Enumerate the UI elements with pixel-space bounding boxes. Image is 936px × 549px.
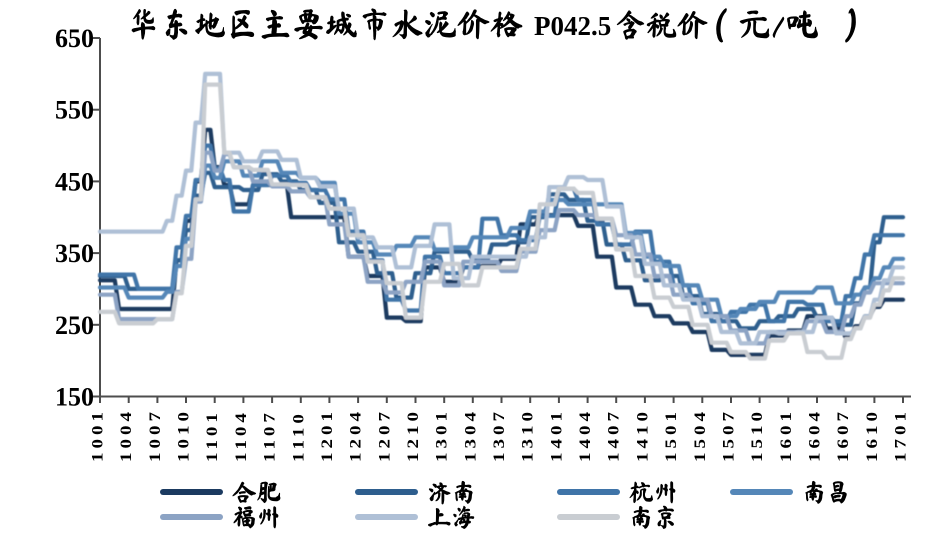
svg-text:1307: 1307 [491, 408, 508, 462]
svg-text:1107: 1107 [261, 409, 278, 462]
svg-text:1510: 1510 [749, 408, 766, 462]
svg-text:1310: 1310 [519, 408, 536, 462]
svg-text:650: 650 [55, 24, 94, 53]
svg-text:1304: 1304 [462, 408, 479, 462]
svg-text:1701: 1701 [892, 408, 909, 462]
svg-text:1210: 1210 [405, 408, 422, 462]
svg-text:1501: 1501 [663, 408, 680, 462]
svg-text:1004: 1004 [118, 408, 135, 462]
svg-text:1504: 1504 [691, 408, 708, 462]
svg-text:1604: 1604 [806, 408, 823, 462]
svg-text:350: 350 [55, 239, 94, 268]
svg-text:1601: 1601 [777, 408, 794, 462]
svg-text:550: 550 [55, 96, 94, 125]
svg-text:1610: 1610 [863, 408, 880, 462]
svg-text:1607: 1607 [835, 408, 852, 462]
svg-text:1104: 1104 [232, 409, 249, 462]
svg-text:1404: 1404 [577, 408, 594, 462]
svg-text:1507: 1507 [720, 408, 737, 462]
svg-text:1407: 1407 [605, 408, 622, 462]
svg-text:1101: 1101 [204, 409, 221, 462]
svg-text:150: 150 [55, 383, 94, 412]
svg-text:P042.5: P042.5 [534, 11, 611, 41]
svg-text:1201: 1201 [318, 408, 335, 462]
svg-text:1001: 1001 [89, 408, 106, 462]
svg-text:1010: 1010 [175, 408, 192, 462]
svg-text:1401: 1401 [548, 408, 565, 462]
svg-text:1007: 1007 [146, 408, 163, 462]
svg-text:1301: 1301 [433, 408, 450, 462]
svg-text:450: 450 [55, 167, 94, 196]
svg-text:1410: 1410 [634, 408, 651, 462]
svg-text:1110: 1110 [290, 410, 307, 462]
svg-text:250: 250 [55, 311, 94, 340]
svg-text:1204: 1204 [347, 408, 364, 462]
svg-text:1207: 1207 [376, 408, 393, 462]
